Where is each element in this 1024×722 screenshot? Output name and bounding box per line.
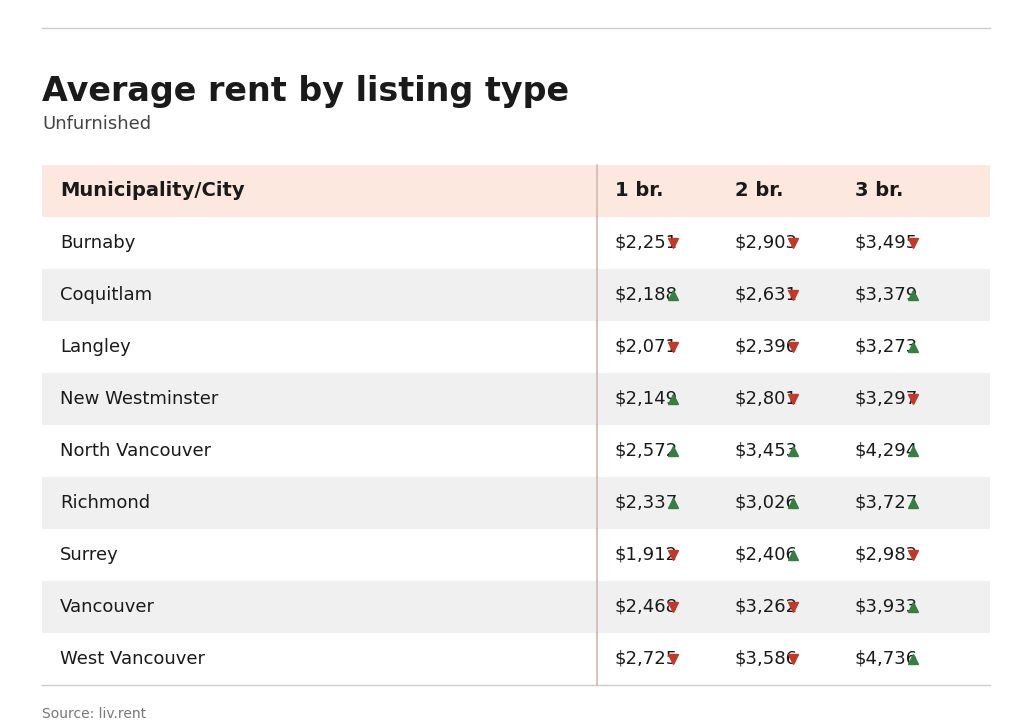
Text: $2,631: $2,631 [735,286,798,304]
Text: $2,983: $2,983 [855,546,919,564]
Text: $3,273: $3,273 [855,338,919,356]
Bar [42,321,990,373]
Text: Surrey: Surrey [60,546,119,564]
Text: West Vancouver: West Vancouver [60,650,205,668]
Text: New Westminster: New Westminster [60,390,218,408]
Text: $4,736: $4,736 [855,650,919,668]
Text: 2 br.: 2 br. [735,181,783,201]
Text: $3,586: $3,586 [735,650,798,668]
Text: $2,725: $2,725 [615,650,678,668]
Text: $2,188: $2,188 [615,286,678,304]
Text: $2,149: $2,149 [615,390,678,408]
Text: $2,251: $2,251 [615,234,678,252]
Text: $3,495: $3,495 [855,234,919,252]
Text: 3 br.: 3 br. [855,181,903,201]
Bar [42,529,990,581]
Text: North Vancouver: North Vancouver [60,442,211,460]
Text: $3,933: $3,933 [855,598,919,616]
Bar [42,165,990,217]
Text: $2,468: $2,468 [615,598,678,616]
Text: $3,297: $3,297 [855,390,919,408]
Text: $3,379: $3,379 [855,286,919,304]
Text: Vancouver: Vancouver [60,598,155,616]
Text: Average rent by listing type: Average rent by listing type [42,75,569,108]
Text: $2,071: $2,071 [615,338,678,356]
Bar [42,269,990,321]
Text: Burnaby: Burnaby [60,234,135,252]
Text: 1 br.: 1 br. [615,181,664,201]
Text: Richmond: Richmond [60,494,151,512]
Bar [42,373,990,425]
Text: $2,903: $2,903 [735,234,798,252]
Text: $3,262: $3,262 [735,598,798,616]
Bar [42,477,990,529]
Bar [42,217,990,269]
Text: $4,294: $4,294 [855,442,919,460]
Text: Municipality/City: Municipality/City [60,181,245,201]
Text: Langley: Langley [60,338,131,356]
Text: Source: liv.rent: Source: liv.rent [42,707,146,721]
Text: $2,406: $2,406 [735,546,798,564]
Text: Unfurnished: Unfurnished [42,115,152,133]
Bar [42,581,990,633]
Text: $3,026: $3,026 [735,494,798,512]
Text: $2,572: $2,572 [615,442,678,460]
Text: Coquitlam: Coquitlam [60,286,153,304]
Text: $2,396: $2,396 [735,338,798,356]
Text: $2,801: $2,801 [735,390,798,408]
Text: $2,337: $2,337 [615,494,678,512]
Bar [42,425,990,477]
Bar [42,633,990,685]
Text: $1,912: $1,912 [615,546,678,564]
Text: $3,727: $3,727 [855,494,919,512]
Text: $3,453: $3,453 [735,442,799,460]
